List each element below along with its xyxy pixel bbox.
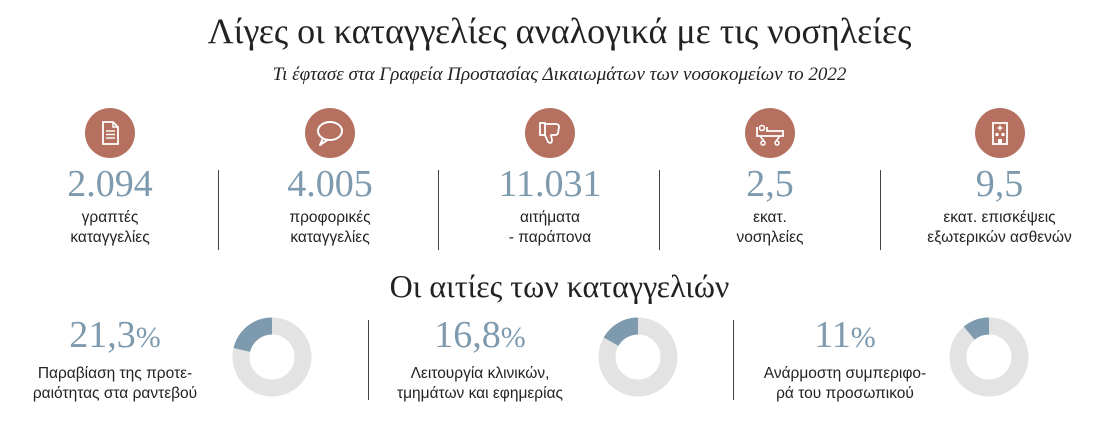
stat-written-complaints: 2.094 γραπτές καταγγελίες: [0, 108, 220, 268]
divider: [218, 170, 219, 250]
donut-slice: [603, 317, 639, 347]
speech-bubble-icon: [305, 108, 355, 158]
donut-track: [949, 317, 1029, 397]
stat-label: γραπτές καταγγελίες: [70, 209, 150, 246]
value-label: 16,8: [434, 314, 501, 356]
unit-label: %: [135, 321, 161, 354]
divider: [659, 170, 660, 250]
reason-percent: 21,3%: [20, 312, 210, 361]
stat-label: προφορικές καταγγελίες: [289, 209, 371, 246]
reason-label: Λειτουργία κλινικών, τμημάτων και εφημερ…: [396, 365, 563, 402]
stat-hospitalizations: 2,5 εκατ. νοσηλείες: [660, 108, 880, 268]
donut-slice: [233, 317, 273, 353]
divider: [438, 170, 439, 250]
donut-chart: [949, 317, 1029, 397]
reason-3: 11% Ανάρμοστη συμπεριφο- ρά του προσωπικ…: [750, 312, 1080, 432]
stat-value: 11.031: [498, 163, 602, 205]
unit-label: %: [850, 321, 876, 354]
reason-percent: 11%: [750, 312, 940, 361]
divider: [368, 320, 369, 400]
thumbs-down-icon: [525, 108, 575, 158]
section-title: Οι αιτίες των καταγγελιών: [389, 268, 730, 304]
reason-label: Ανάρμοστη συμπεριφο- ρά του προσωπικού: [763, 365, 927, 402]
stat-value: 4.005: [287, 163, 373, 205]
stats-row: 2.094 γραπτές καταγγελίες 4.005 προφορικ…: [0, 108, 1119, 268]
reason-2: 16,8% Λειτουργία κλινικών, τμημάτων και …: [385, 312, 715, 432]
document-icon: [85, 108, 135, 158]
value-label: 11: [814, 314, 851, 356]
stat-outpatient-visits: 9,5 εκατ. επισκέψεις εξωτερικών ασθενών: [880, 108, 1119, 268]
donut-slice: [963, 317, 990, 341]
value-label: 21,3: [69, 314, 136, 356]
divider: [733, 320, 734, 400]
hospital-building-icon: [974, 108, 1025, 158]
stat-value: 2.094: [67, 163, 153, 205]
reason-percent: 16,8%: [385, 312, 575, 361]
divider: [880, 170, 881, 250]
donut-chart: [232, 317, 312, 397]
stat-label: εκατ. επισκέψεις εξωτερικών ασθενών: [927, 209, 1072, 246]
stat-label: αιτήματα - παράπονα: [508, 209, 592, 246]
stat-value: 9,5: [975, 163, 1024, 205]
hospital-bed-icon: [745, 108, 795, 158]
donut-chart: [598, 317, 678, 397]
stat-oral-complaints: 4.005 προφορικές καταγγελίες: [220, 108, 440, 268]
stat-value: 2,5: [746, 163, 794, 205]
stat-requests-grievances: 11.031 αιτήματα - παράπονα: [440, 108, 660, 268]
chart-title: Λίγες οι καταγγελίες αναλογικά με τις νο…: [207, 11, 912, 51]
unit-label: %: [500, 321, 526, 354]
reason-1: 21,3% Παραβίαση της προτε- ραιότητας στα…: [20, 312, 350, 432]
reason-label: Παραβίαση της προτε- ραιότητας στα ραντε…: [32, 365, 198, 402]
chart-subtitle: Τι έφτασε στα Γραφεία Προστασίας Δικαιωμ…: [272, 64, 847, 85]
stat-label: εκατ. νοσηλείες: [736, 209, 804, 246]
